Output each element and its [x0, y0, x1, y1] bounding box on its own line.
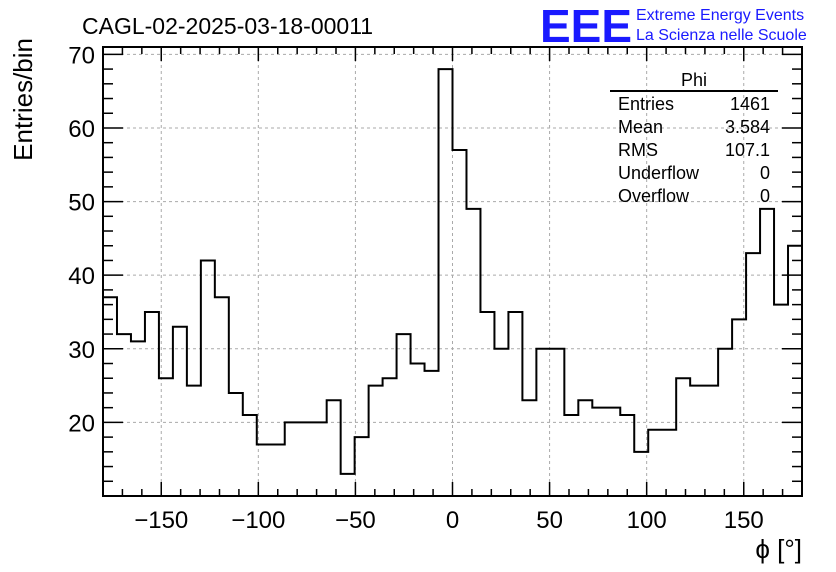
- y-tick-label: 50: [68, 190, 95, 217]
- x-tick-label: 0: [446, 507, 459, 534]
- stats-value: 1461: [730, 94, 770, 114]
- histogram-bin: [131, 341, 145, 496]
- histogram-bin: [662, 430, 676, 496]
- histogram-bin: [564, 415, 578, 496]
- y-axis-label: Entries/bin: [8, 38, 38, 161]
- stats-label: Mean: [618, 117, 663, 137]
- eee-logo-mark: EEE: [540, 0, 632, 52]
- histogram-bin: [453, 150, 467, 496]
- histogram-bin: [746, 253, 760, 496]
- x-tick-label: −50: [335, 507, 376, 534]
- histogram-bin: [592, 408, 606, 496]
- histogram-bin: [187, 386, 201, 496]
- plot-frame: [102, 46, 803, 497]
- histogram-bin: [425, 371, 439, 496]
- y-tick-label: 30: [68, 337, 95, 364]
- histogram-bin: [634, 452, 648, 496]
- histogram-bin: [369, 386, 383, 496]
- x-tick-label: 100: [627, 507, 667, 534]
- y-tick-label: 40: [68, 263, 95, 290]
- histogram-bin: [494, 349, 508, 496]
- histogram-bin: [606, 408, 620, 496]
- histogram-bin: [145, 312, 159, 496]
- stats-label: RMS: [618, 140, 658, 160]
- x-tick-label: −150: [134, 507, 188, 534]
- histogram-bin: [383, 378, 397, 496]
- stats-title: Phi: [681, 70, 707, 90]
- x-tick-labels: −150 −100 −50 0 50 100 150: [134, 507, 764, 534]
- histogram-bin: [327, 400, 341, 496]
- axis-ticks: [103, 47, 802, 496]
- chart-title: CAGL-02-2025-03-18-00011: [82, 13, 373, 39]
- histogram-bin: [117, 334, 131, 496]
- histogram-bin: [173, 327, 187, 496]
- histogram-bin: [397, 334, 411, 496]
- stats-label: Overflow: [618, 186, 690, 206]
- stats-rows: Entries 1461 Mean 3.584 RMS 107.1 Underflow 0 Ov…: [618, 94, 770, 206]
- stats-value: 3.584: [725, 117, 770, 137]
- x-tick-label: 50: [536, 507, 563, 534]
- histogram-bin: [229, 393, 243, 496]
- logo-line-2: La Scienza nelle Scuole: [636, 27, 807, 44]
- histogram-bin: [466, 209, 480, 496]
- histogram-bin: [159, 378, 173, 496]
- histogram-bin: [271, 444, 285, 496]
- histogram-bin: [285, 422, 299, 496]
- histogram-bins: [103, 69, 802, 496]
- histogram-series: [103, 68, 802, 475]
- histogram-bin: [676, 378, 690, 496]
- histogram-bin: [522, 400, 536, 496]
- histogram-bin: [299, 422, 313, 496]
- histogram-bin: [508, 312, 522, 496]
- stats-value: 107.1: [725, 140, 770, 160]
- histogram-bin: [704, 386, 718, 496]
- histogram-bin: [774, 305, 788, 496]
- histogram-bin: [536, 349, 550, 496]
- histogram-bin: [718, 349, 732, 496]
- histogram-bin: [480, 312, 494, 496]
- histogram-bin: [690, 386, 704, 496]
- stats-value: 0: [760, 163, 770, 183]
- histogram-bin: [732, 319, 746, 496]
- histogram-bin: [620, 415, 634, 496]
- y-tick-label: 60: [68, 116, 95, 143]
- histogram-bin: [578, 400, 592, 496]
- histogram-bin: [760, 209, 774, 496]
- y-tick-label: 70: [68, 42, 95, 69]
- stats-box: Phi Entries 1461 Mean 3.584 RMS 107.1 Underflo…: [610, 70, 778, 206]
- histogram-bin: [201, 260, 215, 496]
- histogram-bin: [788, 246, 802, 496]
- histogram-bin: [355, 437, 369, 496]
- histogram-bin: [411, 364, 425, 496]
- histogram-bin: [313, 422, 327, 496]
- x-tick-label: −100: [231, 507, 285, 534]
- x-tick-label: 150: [724, 507, 764, 534]
- histogram-bin: [103, 297, 117, 496]
- logo-line-1: Extreme Energy Events: [636, 7, 804, 24]
- stats-value: 0: [760, 186, 770, 206]
- histogram-bin: [341, 474, 355, 496]
- x-axis-label: ϕ [°]: [755, 534, 802, 564]
- histogram-bin: [550, 349, 564, 496]
- histogram-bin: [439, 69, 453, 496]
- histogram-bin: [257, 444, 271, 496]
- y-tick-labels: 20 30 40 50 60 70: [68, 42, 95, 437]
- histogram-bin: [648, 430, 662, 496]
- y-tick-label: 20: [68, 410, 95, 437]
- histogram-bin: [215, 297, 229, 496]
- stats-label: Entries: [618, 94, 674, 114]
- stats-label: Underflow: [618, 163, 700, 183]
- histogram-bin: [243, 415, 257, 496]
